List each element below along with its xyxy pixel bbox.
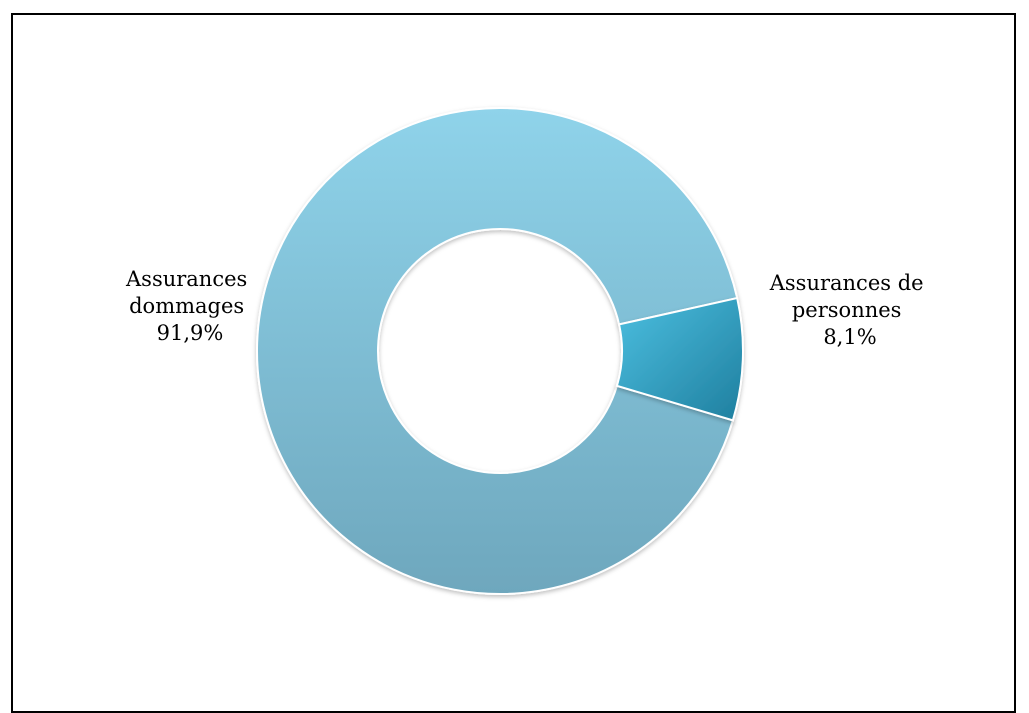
donut-chart: Assurances dommages 91,9% Assurances de … xyxy=(125,107,931,595)
slice-label-personnes: Assurances de personnes 8,1% xyxy=(769,271,931,349)
slice-label-dommages: Assurances dommages 91,9% xyxy=(125,267,254,345)
slice-assurances-dommages xyxy=(256,107,739,595)
donut-slices xyxy=(256,107,744,595)
slice-assurances-personnes xyxy=(615,296,744,422)
